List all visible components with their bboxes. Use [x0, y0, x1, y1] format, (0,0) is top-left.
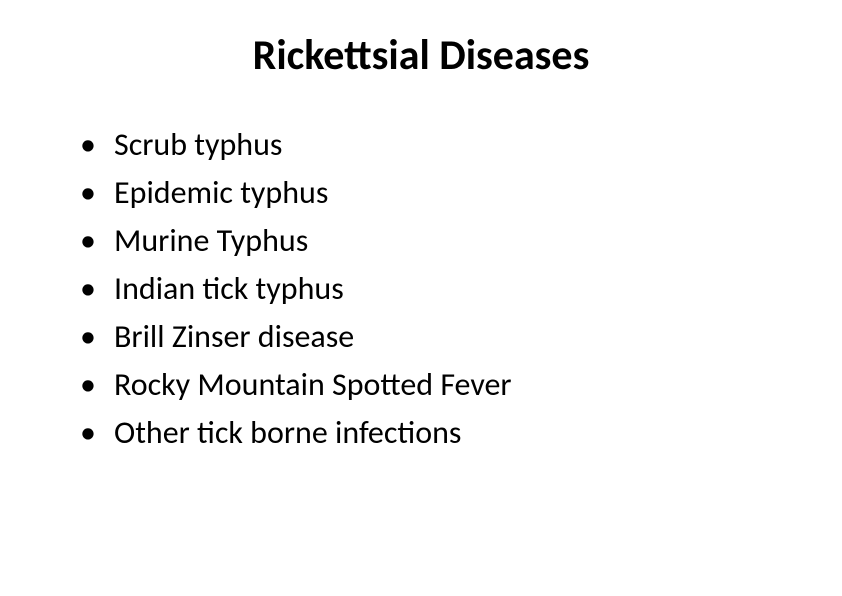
list-item: Murine Typhus: [80, 217, 782, 265]
list-item: Scrub typhus: [80, 121, 782, 169]
list-item: Other tick borne infections: [80, 409, 782, 457]
slide-title: Rickettsial Diseases: [60, 30, 782, 81]
bullet-list: Scrub typhus Epidemic typhus Murine Typh…: [60, 121, 782, 457]
list-item: Epidemic typhus: [80, 169, 782, 217]
list-item: Rocky Mountain Spotted Fever: [80, 361, 782, 409]
list-item: Brill Zinser disease: [80, 313, 782, 361]
slide: Rickettsial Diseases Scrub typhus Epidem…: [0, 0, 842, 596]
list-item: Indian tick typhus: [80, 265, 782, 313]
